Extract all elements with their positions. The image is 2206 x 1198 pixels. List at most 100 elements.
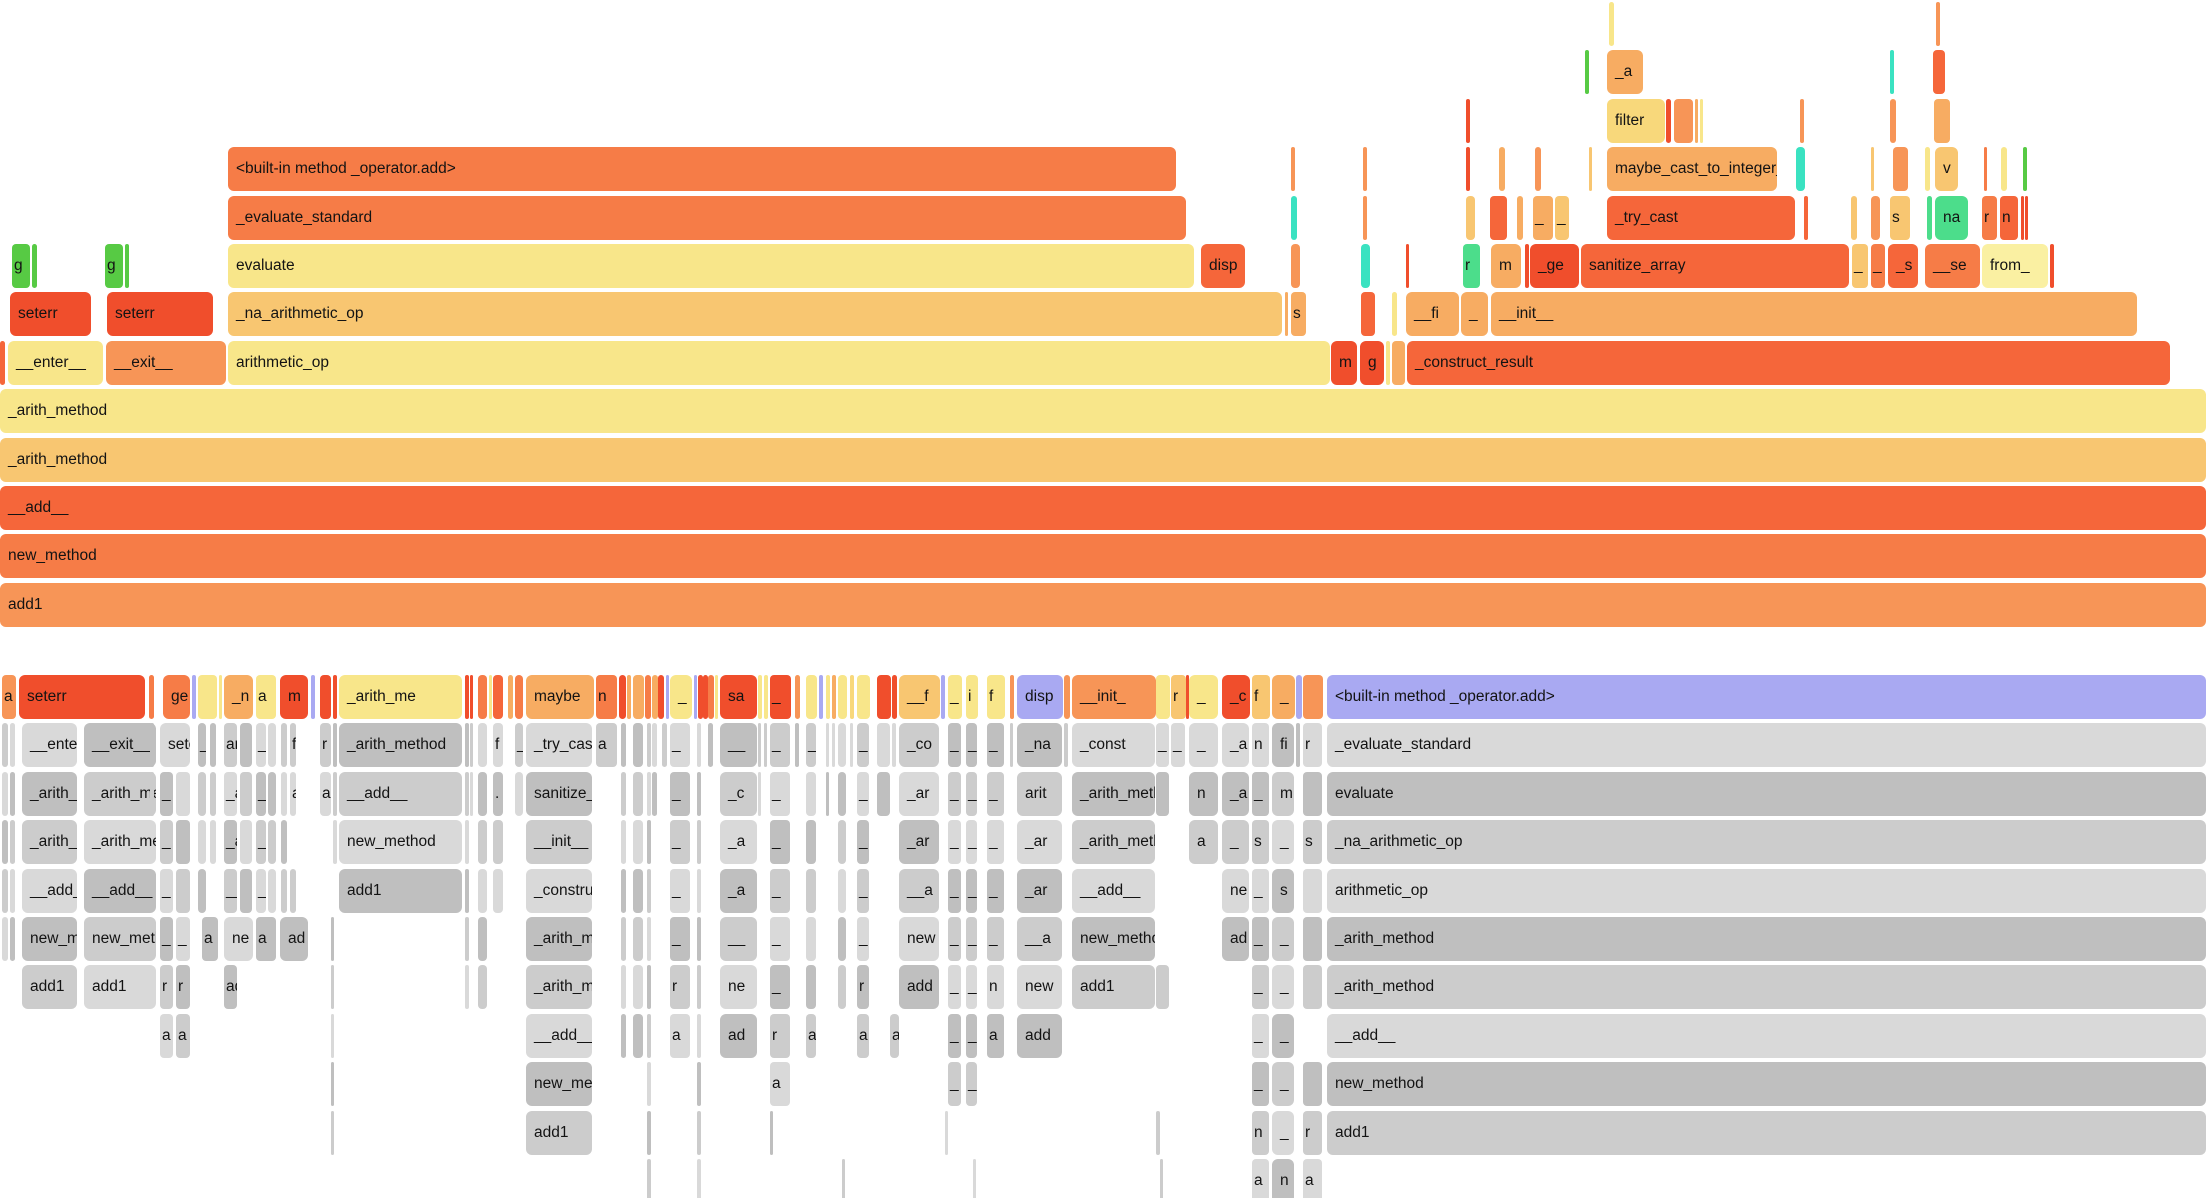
context-frame-bar[interactable] xyxy=(493,820,503,865)
context-frame-bar[interactable]: _ xyxy=(770,723,790,768)
context-frame-bar[interactable]: _ar xyxy=(1017,868,1062,913)
context-frame-bar[interactable]: _ xyxy=(1252,965,1269,1010)
context-frame-bar[interactable]: _ xyxy=(987,771,1004,816)
context-frame-bar[interactable] xyxy=(478,868,487,913)
frame-bar[interactable] xyxy=(1589,147,1592,192)
context-frame-bar[interactable] xyxy=(210,723,216,768)
frame-bar[interactable]: ge xyxy=(163,675,190,719)
context-frame-bar[interactable] xyxy=(240,771,252,816)
frame-bar[interactable] xyxy=(493,675,503,719)
frame-bar[interactable] xyxy=(192,675,196,719)
frame-bar[interactable] xyxy=(1361,292,1375,337)
context-frame-bar[interactable] xyxy=(333,723,337,768)
frame-bar[interactable]: g xyxy=(105,244,123,288)
context-frame-bar[interactable] xyxy=(281,723,287,768)
frame-bar[interactable] xyxy=(2023,147,2027,192)
context-frame-bar[interactable] xyxy=(842,1159,845,1198)
frame-bar[interactable]: __f xyxy=(899,675,940,719)
context-frame-bar[interactable]: _ xyxy=(1272,820,1294,865)
context-frame-bar[interactable]: seterr xyxy=(160,723,190,768)
context-frame-bar[interactable]: _ xyxy=(256,868,266,913)
context-frame-bar[interactable]: _arith_method xyxy=(526,917,592,961)
frame-bar[interactable] xyxy=(2050,244,2054,288)
context-frame-bar[interactable] xyxy=(1303,1062,1322,1107)
frame-bar[interactable] xyxy=(666,675,669,719)
frame-bar[interactable] xyxy=(1392,292,1397,337)
frame-bar[interactable] xyxy=(1851,195,1857,240)
frame-bar[interactable] xyxy=(1695,98,1698,143)
context-frame-bar[interactable]: n xyxy=(1252,1110,1269,1155)
frame-bar[interactable]: _ xyxy=(1461,292,1488,337)
context-frame-bar[interactable]: _ xyxy=(948,917,961,961)
frame-bar[interactable] xyxy=(1291,147,1295,192)
context-frame-bar[interactable]: __a xyxy=(899,868,939,913)
context-frame-bar[interactable]: _ xyxy=(515,723,523,768)
context-frame-bar[interactable]: _arith_method xyxy=(1072,820,1155,865)
frame-bar[interactable]: _ xyxy=(670,675,692,719)
frame-bar[interactable] xyxy=(1363,195,1367,240)
context-frame-bar[interactable]: n xyxy=(1272,1159,1294,1198)
frame-bar[interactable]: seterr xyxy=(107,292,213,337)
context-frame-bar[interactable] xyxy=(331,1013,334,1058)
context-frame-bar[interactable]: r xyxy=(1303,1110,1322,1155)
frame-bar[interactable]: m xyxy=(1491,244,1521,288)
context-frame-bar[interactable]: __init__ xyxy=(526,820,592,865)
context-frame-bar[interactable] xyxy=(697,868,701,913)
context-frame-bar[interactable] xyxy=(1303,771,1322,816)
frame-bar[interactable]: _try_cast xyxy=(1607,195,1795,240)
context-frame-bar[interactable] xyxy=(465,820,469,865)
context-frame-bar[interactable]: _ xyxy=(857,917,869,961)
frame-bar[interactable]: _ xyxy=(948,675,962,719)
context-frame-bar[interactable] xyxy=(892,723,896,768)
context-frame-bar[interactable]: _ xyxy=(857,868,869,913)
context-frame-bar[interactable]: _ xyxy=(670,868,690,913)
context-frame-bar[interactable] xyxy=(10,723,15,768)
frame-bar[interactable] xyxy=(515,675,523,719)
context-frame-bar[interactable]: _ xyxy=(948,868,961,913)
frame-bar[interactable] xyxy=(1291,244,1300,288)
context-frame-bar[interactable]: _a xyxy=(256,771,266,816)
frame-bar[interactable]: _construct_result xyxy=(1407,340,2170,385)
context-frame-bar[interactable]: _ xyxy=(1272,1013,1294,1058)
frame-bar[interactable] xyxy=(715,675,718,719)
context-frame-bar[interactable]: _a xyxy=(1222,723,1249,768)
context-frame-bar[interactable]: __exit__ xyxy=(84,723,156,768)
context-frame-bar[interactable] xyxy=(150,723,154,768)
frame-bar[interactable]: s xyxy=(1890,195,1910,240)
frame-bar[interactable] xyxy=(1925,147,1930,192)
context-frame-bar[interactable]: _ xyxy=(1252,1062,1269,1107)
frame-bar[interactable] xyxy=(795,675,800,719)
frame-bar[interactable] xyxy=(1674,98,1693,143)
frame-bar[interactable]: __fi xyxy=(1406,292,1459,337)
context-frame-bar[interactable]: fi xyxy=(1272,723,1294,768)
context-frame-bar[interactable]: _ xyxy=(1252,917,1269,961)
frame-bar[interactable] xyxy=(2001,147,2007,192)
frame-bar[interactable]: seterr xyxy=(10,292,91,337)
frame-bar[interactable]: maybe_cast_to_integer_array xyxy=(1607,147,1777,192)
context-frame-bar[interactable] xyxy=(2,820,8,865)
frame-bar[interactable] xyxy=(1796,147,1805,192)
context-frame-bar[interactable]: _ xyxy=(966,917,977,961)
frame-bar[interactable]: n xyxy=(2000,195,2018,240)
frame-bar[interactable] xyxy=(627,675,631,719)
context-frame-bar[interactable]: add1 xyxy=(339,868,462,913)
context-frame-bar[interactable] xyxy=(198,868,206,913)
context-frame-bar[interactable] xyxy=(470,723,473,768)
frame-bar[interactable]: a xyxy=(256,675,276,719)
frame-bar[interactable] xyxy=(832,675,836,719)
frame-bar[interactable] xyxy=(758,675,762,719)
context-frame-bar[interactable]: _ xyxy=(770,868,790,913)
context-frame-bar[interactable] xyxy=(838,771,846,816)
context-frame-bar[interactable] xyxy=(647,723,651,768)
context-frame-bar[interactable]: _ xyxy=(1222,820,1249,865)
context-frame-bar[interactable] xyxy=(633,771,643,816)
context-frame-bar[interactable] xyxy=(621,771,626,816)
frame-bar[interactable]: _arith_method xyxy=(0,437,2206,482)
frame-bar[interactable] xyxy=(819,675,823,719)
context-frame-bar[interactable] xyxy=(647,1110,651,1155)
context-frame-bar[interactable] xyxy=(697,820,701,865)
frame-bar[interactable] xyxy=(1406,244,1409,288)
context-frame-bar[interactable] xyxy=(2,868,8,913)
frame-bar[interactable] xyxy=(1291,195,1297,240)
context-frame-bar[interactable]: _arith_method xyxy=(1072,771,1155,816)
